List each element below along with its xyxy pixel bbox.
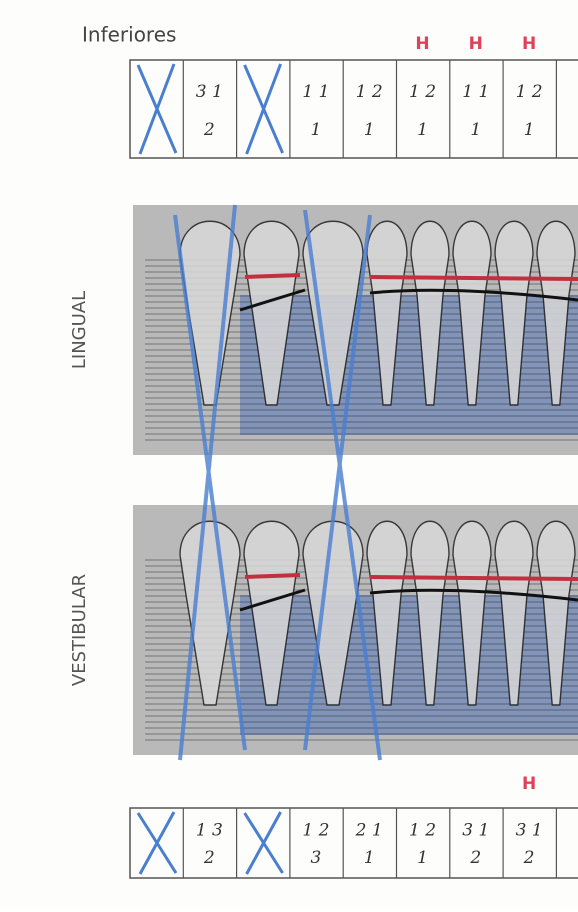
cell-upper: 3 1	[196, 82, 223, 102]
cell-upper: 2 1	[355, 821, 383, 841]
cell-lower: 1	[417, 848, 428, 868]
cell-upper: 1 2	[356, 82, 383, 102]
cell-upper: 1 1	[462, 82, 489, 102]
lingual-label: LINGUAL	[69, 291, 90, 369]
cell-lower: 1	[364, 120, 375, 140]
h-mark: H	[522, 34, 536, 54]
blue-shade	[240, 595, 578, 735]
vestibular-label: VESTIBULAR	[69, 574, 90, 686]
cell-upper: 3 1	[516, 821, 543, 841]
h-mark: H	[522, 774, 536, 794]
title: Inferiores	[82, 23, 176, 47]
cell-upper: 1 1	[302, 82, 329, 102]
cell-lower: 2	[203, 120, 215, 140]
page: Inferiores 3 1 2 1 1 1 1 2 1 1 2 1 1 1 1 1 2 1 H H H 1…	[0, 0, 578, 908]
cell-lower: 1	[364, 848, 375, 868]
cell-lower: 2	[203, 848, 215, 868]
cell-upper: 1 2	[409, 821, 436, 841]
blue-shade	[240, 295, 578, 435]
h-mark: H	[469, 34, 483, 54]
h-mark: H	[415, 34, 429, 54]
cell-lower: 1	[417, 120, 428, 140]
cell-lower: 1	[470, 120, 481, 140]
cell-lower: 2	[523, 848, 535, 868]
cell-lower: 3	[310, 848, 321, 868]
cell-upper: 3 1	[462, 821, 489, 841]
cell-upper: 1 3	[196, 821, 223, 841]
cell-upper: 1 2	[409, 82, 436, 102]
cell-lower: 1	[524, 120, 535, 140]
cell-lower: 1	[310, 120, 321, 140]
cell-lower: 2	[469, 848, 481, 868]
cell-upper: 1 2	[302, 821, 329, 841]
cell-upper: 1 2	[516, 82, 543, 102]
